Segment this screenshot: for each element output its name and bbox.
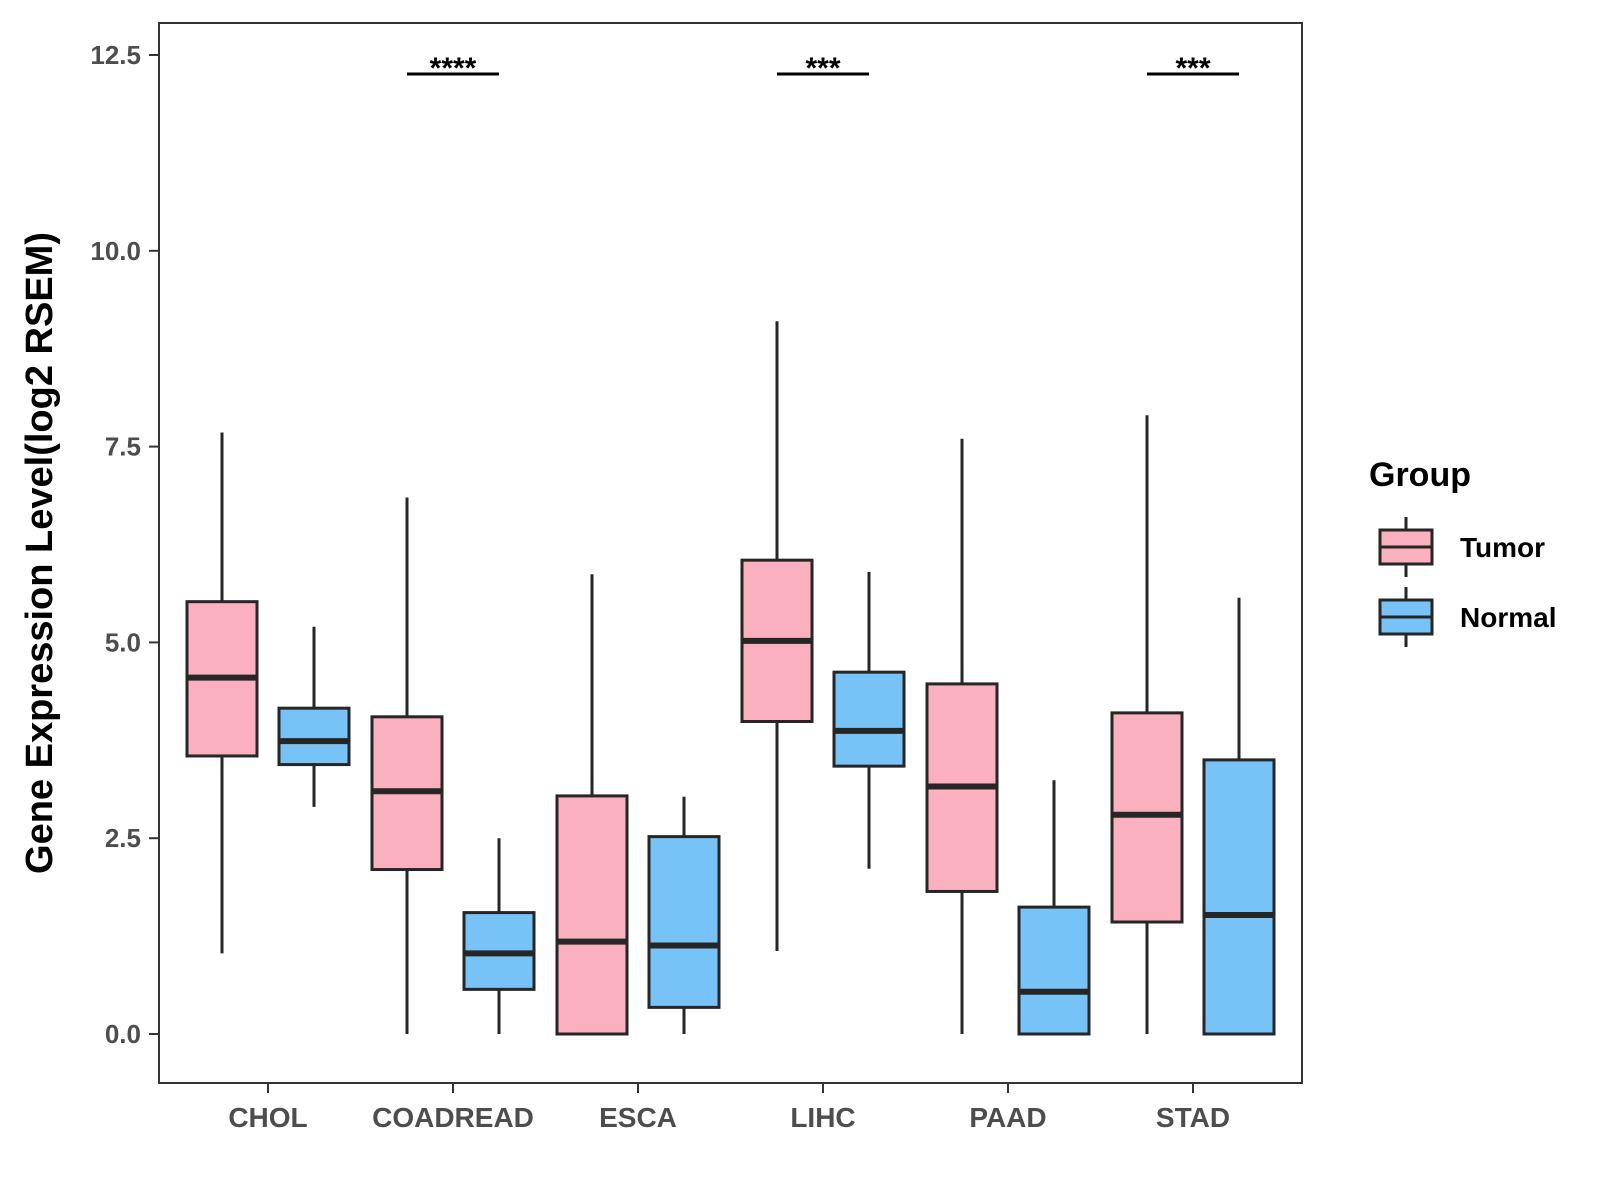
box-tumor-stad bbox=[1110, 415, 1184, 1034]
box-tumor-lihc bbox=[740, 321, 814, 951]
plot-panel bbox=[158, 22, 1303, 1084]
legend-label: Tumor bbox=[1460, 532, 1545, 563]
significance-label: *** bbox=[805, 52, 840, 85]
box-normal-stad bbox=[1202, 597, 1276, 1036]
box-iqr bbox=[1202, 758, 1276, 1036]
y-tick-label: 12.5 bbox=[90, 40, 141, 70]
box-tumor-chol bbox=[185, 432, 259, 954]
y-axis-title: Gene Expression Level(log2 RSEM) bbox=[19, 232, 61, 874]
legend-title: Group bbox=[1369, 456, 1471, 494]
y-tick-label: 5.0 bbox=[105, 627, 141, 657]
box-normal-paad bbox=[1017, 780, 1091, 1036]
x-tick-label: ESCA bbox=[599, 1102, 677, 1133]
x-tick-label: CHOL bbox=[228, 1102, 307, 1133]
box-iqr bbox=[832, 670, 906, 768]
box-normal-coadread bbox=[462, 838, 536, 1034]
legend-label: Normal bbox=[1460, 602, 1556, 633]
legend-item-tumor: Tumor bbox=[1378, 517, 1545, 577]
x-tick-label: LIHC bbox=[790, 1102, 855, 1133]
box-normal-chol bbox=[277, 626, 351, 807]
box-normal-lihc bbox=[832, 571, 906, 869]
significance-label: **** bbox=[430, 52, 477, 85]
y-tick-label: 10.0 bbox=[90, 236, 141, 266]
box-iqr bbox=[647, 835, 721, 1009]
y-tick-label: 0.0 bbox=[105, 1019, 141, 1049]
x-tick-label: COADREAD bbox=[372, 1102, 534, 1133]
legend: Group Tumor Normal bbox=[1369, 456, 1556, 647]
legend-item-normal: Normal bbox=[1378, 587, 1556, 647]
box-tumor-esca bbox=[555, 574, 629, 1036]
y-axis: 0.0 2.5 5.0 7.5 10.0 12.5 bbox=[90, 40, 159, 1049]
boxes-layer bbox=[185, 321, 1276, 1036]
box-iqr bbox=[1017, 905, 1091, 1036]
box-iqr bbox=[277, 706, 351, 767]
box-tumor-coadread bbox=[370, 497, 444, 1034]
box-tumor-paad bbox=[925, 438, 999, 1034]
significance-layer: **** *** *** bbox=[407, 52, 1239, 85]
box-iqr bbox=[555, 794, 629, 1036]
x-tick-label: PAAD bbox=[969, 1102, 1046, 1133]
significance-label: *** bbox=[1175, 52, 1210, 85]
x-axis: CHOL COADREAD ESCA LIHC PAAD STAD bbox=[228, 1083, 1230, 1133]
box-normal-esca bbox=[647, 796, 721, 1034]
y-tick-label: 2.5 bbox=[105, 823, 141, 853]
y-tick-label: 7.5 bbox=[105, 432, 141, 462]
x-tick-label: STAD bbox=[1156, 1102, 1230, 1133]
